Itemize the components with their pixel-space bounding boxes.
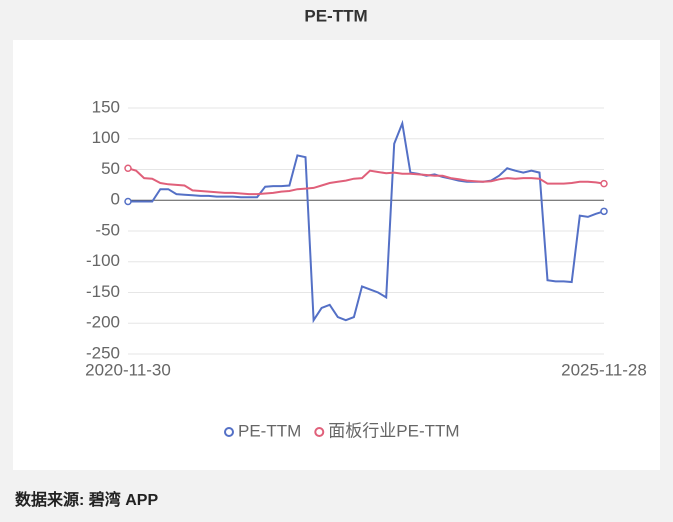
- x-tick-label: 2020-11-30: [85, 360, 171, 379]
- end-point: [600, 207, 608, 216]
- legend-label: PE-TTM: [238, 421, 301, 440]
- y-tick-label: -250: [86, 343, 120, 362]
- chart-title: PE-TTM: [304, 6, 367, 25]
- end-point: [600, 179, 608, 188]
- y-tick-label: -50: [95, 220, 120, 239]
- source-note: 数据来源: 碧湾 APP: [15, 490, 158, 509]
- y-tick-label: 100: [92, 128, 120, 147]
- legend-marker: [224, 427, 234, 437]
- chart-panel: [13, 40, 660, 470]
- end-point: [124, 197, 132, 206]
- y-tick-label: 150: [92, 97, 120, 116]
- legend-label: 面板行业PE-TTM: [328, 421, 459, 440]
- y-tick-label: 50: [101, 159, 120, 178]
- y-tick-label: -100: [86, 251, 120, 270]
- legend-marker: [314, 427, 325, 437]
- y-tick-label: -150: [86, 282, 120, 301]
- series-line: [127, 167, 605, 196]
- end-point: [124, 164, 132, 173]
- y-tick-label: -200: [86, 313, 120, 332]
- series-line: [128, 119, 605, 324]
- x-tick-label: 2025-11-28: [561, 360, 647, 379]
- y-tick-label: 0: [111, 190, 120, 209]
